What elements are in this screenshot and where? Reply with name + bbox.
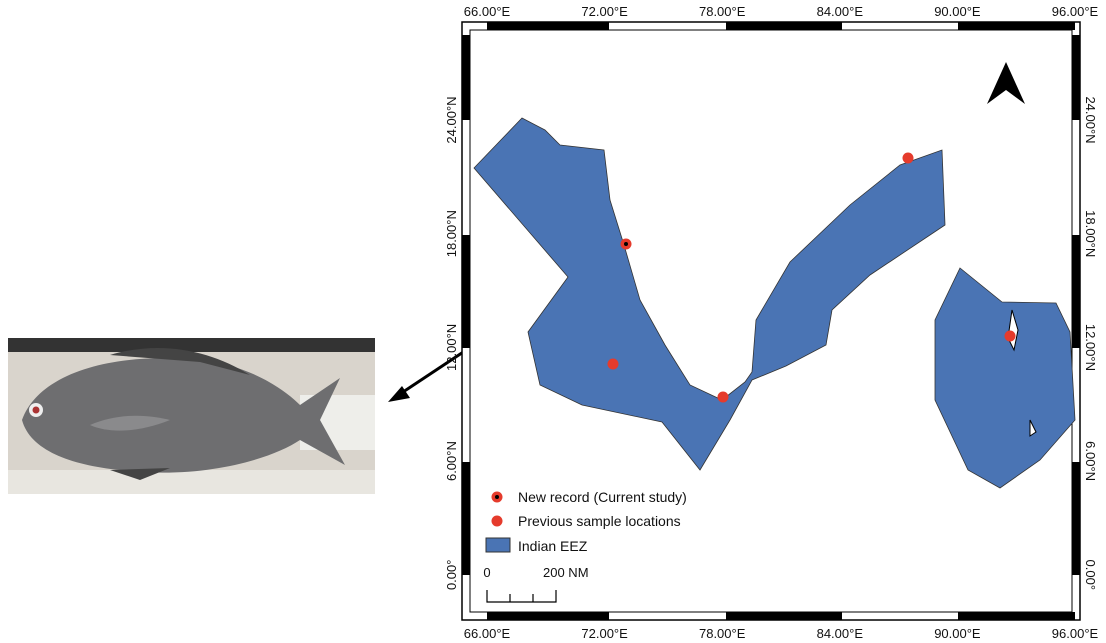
lat-label: 24.00°N <box>444 96 459 143</box>
scale-label: 0 <box>483 565 490 580</box>
lon-label: 72.00°E <box>581 626 628 641</box>
lon-label: 90.00°E <box>934 626 981 641</box>
lon-label: 96.00°E <box>1052 626 1099 641</box>
lat-label: 18.00°N <box>444 210 459 257</box>
lon-label: 66.00°E <box>464 626 511 641</box>
lon-label: 96.00°E <box>1052 4 1099 19</box>
lat-label: 12.00°N <box>1083 324 1098 371</box>
legend-label: Indian EEZ <box>518 538 588 554</box>
lon-label: 84.00°E <box>817 4 864 19</box>
lat-label: 6.00°N <box>1083 441 1098 481</box>
lat-label: 6.00°N <box>444 441 459 481</box>
legend-label: Previous sample locations <box>518 513 681 529</box>
lon-label: 84.00°E <box>817 626 864 641</box>
page: {"map": { "lon_labels": ["66.00°E", "72.… <box>0 0 1106 643</box>
scale-label: 200 NM <box>543 565 589 580</box>
lat-label: 0.00° <box>444 560 459 591</box>
lat-label: 0.00° <box>1083 560 1098 591</box>
lon-label: 78.00°E <box>699 626 746 641</box>
lon-label: 66.00°E <box>464 4 511 19</box>
legend-label: New record (Current study) <box>518 489 687 505</box>
figure: New record (Current study) Previous samp… <box>0 0 1106 643</box>
lon-label: 72.00°E <box>581 4 628 19</box>
lat-label: 18.00°N <box>1083 210 1098 257</box>
lat-label: 12.00°N <box>444 324 459 371</box>
fish-photo <box>8 338 375 494</box>
lon-label: 78.00°E <box>699 4 746 19</box>
lon-label: 90.00°E <box>934 4 981 19</box>
lat-label: 24.00°N <box>1083 96 1098 143</box>
